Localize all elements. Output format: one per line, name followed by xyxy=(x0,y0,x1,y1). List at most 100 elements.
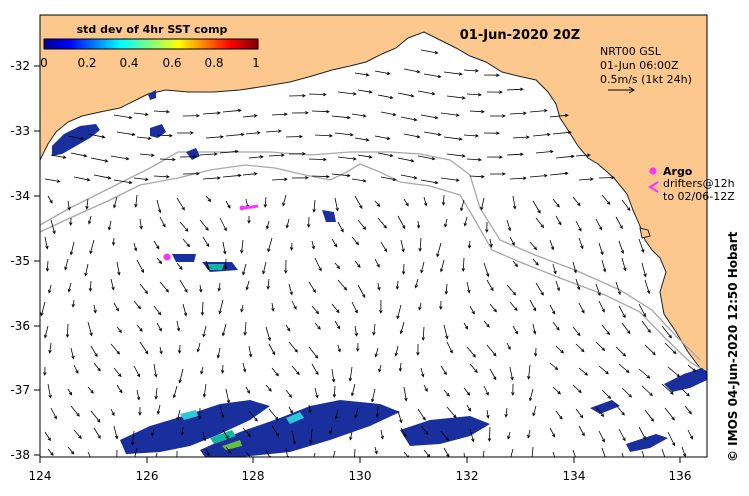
colorbar-title: std dev of 4hr SST comp xyxy=(77,23,228,36)
current-vector xyxy=(578,237,584,250)
current-vector xyxy=(469,428,475,443)
current-vector xyxy=(681,388,690,397)
current-vector xyxy=(136,136,152,140)
current-vector xyxy=(394,345,399,357)
current-vector xyxy=(641,262,647,278)
colorbar-tick-label: 0.8 xyxy=(204,56,223,70)
current-vector xyxy=(401,263,406,275)
current-vector xyxy=(282,194,287,207)
sst-patch xyxy=(186,148,200,160)
current-vector xyxy=(199,152,218,156)
y-tick-label: -36 xyxy=(10,319,30,333)
current-vector xyxy=(420,114,439,120)
current-vector xyxy=(380,429,384,440)
current-vector xyxy=(205,448,210,457)
argo-float xyxy=(239,205,245,211)
current-vector xyxy=(486,155,503,159)
current-vector xyxy=(89,239,95,255)
current-vector xyxy=(532,405,537,417)
current-vector xyxy=(512,195,517,210)
current-vector xyxy=(40,301,46,317)
current-vector xyxy=(417,408,426,421)
current-vector xyxy=(420,49,439,55)
current-vector xyxy=(423,384,428,392)
current-vector xyxy=(644,344,656,356)
current-vector xyxy=(73,364,79,374)
current-vector xyxy=(641,385,653,397)
current-vector xyxy=(578,302,585,314)
current-vector xyxy=(159,216,166,228)
current-vector xyxy=(529,109,548,113)
current-vector xyxy=(156,199,162,214)
current-vector xyxy=(306,216,311,228)
sst-patch xyxy=(120,400,270,454)
current-vector xyxy=(483,131,500,135)
current-vector xyxy=(578,367,589,376)
current-vector xyxy=(314,257,322,272)
current-vector xyxy=(469,174,485,179)
current-vector xyxy=(84,263,89,277)
current-vector xyxy=(549,427,556,438)
current-vector xyxy=(331,368,336,383)
current-vector xyxy=(463,387,471,396)
current-vector xyxy=(527,429,531,439)
current-vector xyxy=(222,173,242,178)
current-vector xyxy=(93,304,97,314)
current-vector xyxy=(443,389,450,397)
colorbar-tick-label: 0.4 xyxy=(119,56,138,70)
current-vector xyxy=(618,428,626,442)
current-vector xyxy=(377,282,381,291)
current-vector xyxy=(443,324,449,340)
current-vector xyxy=(93,362,101,372)
current-vector xyxy=(598,175,615,180)
current-vector xyxy=(572,326,581,337)
current-vector xyxy=(403,133,421,139)
current-vector xyxy=(486,409,490,419)
current-vector xyxy=(285,134,303,139)
current-vector xyxy=(113,302,119,312)
current-vector xyxy=(116,131,136,137)
current-vector xyxy=(621,387,633,398)
current-vector xyxy=(374,200,381,207)
current-vector xyxy=(69,241,75,256)
current-vector xyxy=(443,71,463,76)
current-vector xyxy=(267,237,273,253)
current-vector xyxy=(661,325,672,339)
current-vector xyxy=(196,342,201,353)
current-vector xyxy=(291,365,300,376)
current-vector xyxy=(555,215,562,226)
current-vector xyxy=(532,132,551,137)
current-vector xyxy=(463,452,465,457)
current-vector xyxy=(240,304,244,313)
current-vector xyxy=(308,92,327,97)
current-vector xyxy=(400,239,405,253)
current-vector xyxy=(333,450,336,457)
current-vector xyxy=(489,303,497,313)
current-vector xyxy=(44,178,61,183)
current-vector xyxy=(202,111,221,115)
current-vector xyxy=(446,95,466,100)
current-vector xyxy=(176,197,185,211)
current-vector xyxy=(549,171,569,176)
current-vector xyxy=(403,68,421,74)
current-vector xyxy=(70,152,88,158)
current-vector xyxy=(245,451,252,457)
current-vector xyxy=(90,345,98,358)
current-vector xyxy=(291,176,309,180)
current-vector xyxy=(661,448,666,457)
current-vector xyxy=(133,365,140,378)
current-vector xyxy=(578,177,594,181)
drifters-legend-line2: to 02/06-12Z xyxy=(663,190,735,203)
current-vector xyxy=(44,236,49,250)
sst-highlight xyxy=(210,430,236,444)
current-vector xyxy=(549,304,556,315)
current-vector xyxy=(601,389,612,400)
current-vector xyxy=(268,408,279,421)
current-vector xyxy=(245,131,261,135)
colorbar-tick-label: 1 xyxy=(252,56,260,70)
current-vector xyxy=(506,342,511,350)
current-vector xyxy=(176,262,183,270)
drifters-legend-line1: drifters@12h xyxy=(663,177,735,190)
map-title: 01-Jun-2020 20Z xyxy=(460,28,580,43)
current-vector xyxy=(440,430,449,442)
